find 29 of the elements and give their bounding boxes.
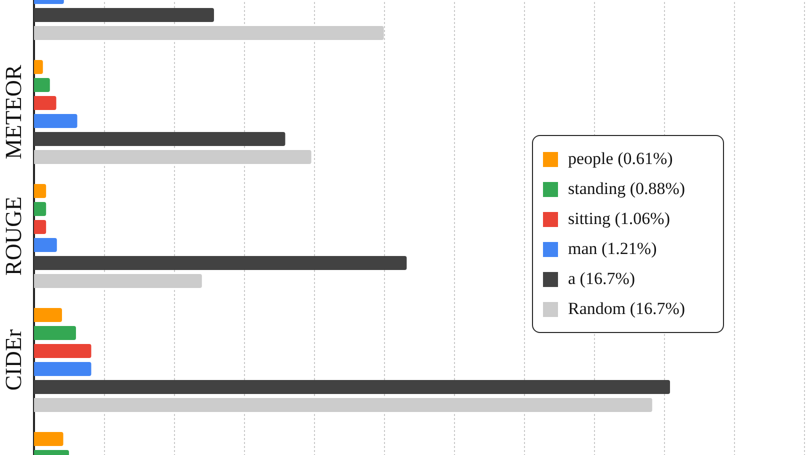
bar [34,8,214,22]
bar [34,132,286,146]
legend-label: a (16.7%) [568,269,636,289]
bar [34,398,652,412]
bar [34,114,78,128]
bar [34,326,76,340]
legend-label: people (0.61%) [568,149,673,169]
bar [34,202,46,216]
bar [34,238,57,252]
legend-label: Random (16.7%) [568,299,686,319]
bar [34,432,64,446]
bar [34,380,670,394]
bar [34,308,62,322]
bar [34,150,312,164]
bar [34,78,50,92]
bar [34,344,92,358]
y-tick-label: ROUGE [1,196,26,276]
bar [34,256,407,270]
legend-label: man (1.21%) [568,239,657,259]
legend-label: standing (0.88%) [568,179,686,199]
y-tick-label: METEOR [1,64,26,160]
bar [34,274,202,288]
y-tick-label: CIDEr [1,329,26,391]
bar [34,184,46,198]
bar [34,60,43,74]
bar [34,96,56,110]
legend-label: sitting (1.06%) [568,209,670,229]
bar [34,220,46,234]
bar [34,362,92,376]
